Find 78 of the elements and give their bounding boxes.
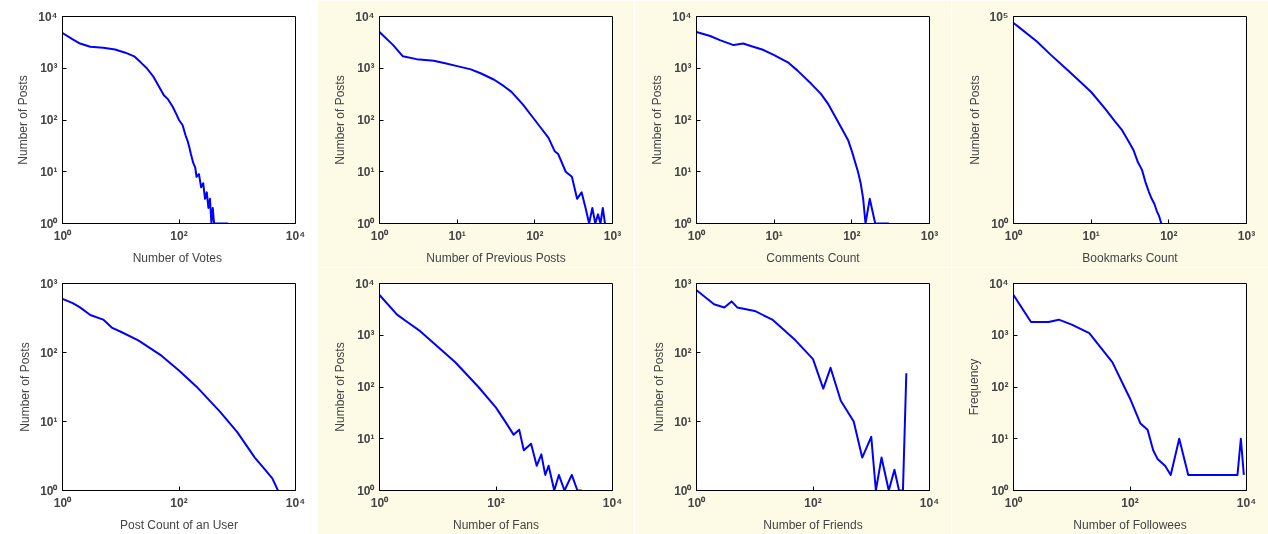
y-tick-label: 10⁴ (355, 276, 375, 291)
y-tick-label: 10³ (674, 276, 692, 291)
x-tick-label: 10⁰ (370, 228, 390, 243)
y-tick-label: 10³ (357, 61, 375, 76)
y-tick-label: 10⁴ (672, 9, 692, 24)
y-axis-title: Number of Posts (650, 75, 665, 165)
y-tick-label: 10² (357, 380, 375, 394)
x-tick-label: 10⁰ (53, 228, 73, 243)
x-tick-label: 10³ (603, 228, 622, 243)
y-tick-label: 10¹ (674, 414, 692, 429)
y-tick-label: 10⁴ (989, 276, 1009, 291)
y-axis-title: Frequency (967, 358, 982, 416)
y-tick-label: 10³ (357, 328, 375, 343)
x-axis-title: Number of Followees (1073, 517, 1187, 532)
x-tick-label: 10⁴ (285, 495, 306, 510)
y-tick-label: 10² (991, 380, 1009, 394)
y-axis-title: Number of Posts (18, 342, 33, 432)
y-tick-label: 10⁰ (991, 483, 1010, 498)
y-tick-label: 10⁰ (674, 216, 693, 231)
x-tick-label: 10⁴ (919, 495, 940, 510)
y-tick-label: 10⁰ (40, 483, 59, 498)
y-tick-label: 10³ (40, 61, 58, 76)
x-axis-title: Bookmarks Count (1082, 250, 1179, 265)
y-tick-label: 10² (40, 113, 58, 127)
y-tick-label: 10³ (40, 276, 58, 291)
y-tick-label: 10⁰ (991, 216, 1010, 231)
x-tick-label: 10² (487, 495, 505, 510)
x-tick-label: 10² (170, 495, 188, 510)
x-tick-label: 10² (1160, 228, 1178, 243)
x-tick-label: 10⁰ (687, 495, 707, 510)
x-tick-label: 10¹ (765, 228, 783, 243)
y-tick-label: 10³ (991, 328, 1009, 343)
x-axis-title: Number of Fans (452, 517, 540, 532)
y-axis-title: Number of Posts (333, 342, 348, 432)
y-tick-label: 10¹ (357, 164, 375, 179)
y-tick-label: 10² (357, 113, 375, 127)
x-axis-title: Number of Votes (132, 250, 223, 265)
y-axis-title: Number of Posts (333, 75, 348, 165)
x-tick-label: 10² (843, 228, 861, 243)
x-tick-label: 10² (170, 228, 188, 243)
y-tick-label: 10² (674, 345, 692, 360)
y-tick-label: 10² (40, 345, 58, 360)
x-tick-label: 10⁰ (687, 228, 707, 243)
y-tick-label: 10⁴ (38, 9, 58, 24)
x-tick-label: 10⁴ (285, 228, 306, 243)
y-tick-label: 10³ (674, 61, 692, 76)
x-tick-label: 10⁰ (53, 495, 73, 510)
x-axis-title: Number of Previous Posts (426, 250, 566, 265)
x-axis-title: Post Count of an User (119, 517, 239, 532)
y-tick-label: 10⁰ (40, 216, 59, 231)
y-tick-label: 10⁵ (989, 9, 1009, 24)
x-tick-label: 10² (1121, 495, 1139, 510)
y-tick-label: 10¹ (357, 431, 375, 446)
x-tick-label: 10⁴ (602, 495, 623, 510)
y-tick-label: 10¹ (40, 414, 58, 429)
y-tick-label: 10⁰ (357, 216, 376, 231)
x-tick-label: 10² (526, 228, 544, 243)
y-tick-label: 10⁰ (357, 483, 376, 498)
x-tick-label: 10² (804, 495, 822, 510)
y-tick-label: 10¹ (40, 164, 58, 179)
x-tick-label: 10⁰ (1004, 228, 1024, 243)
y-tick-label: 10¹ (991, 431, 1009, 446)
x-tick-label: 10¹ (1082, 228, 1100, 243)
y-tick-label: 10⁰ (674, 483, 693, 498)
x-tick-label: 10³ (920, 228, 939, 243)
y-axis-title: Number of Posts (967, 75, 982, 165)
x-axis-title: Number of Friends (763, 517, 863, 532)
y-tick-label: 10² (674, 113, 692, 127)
y-axis-title: Number of Posts (16, 75, 31, 165)
x-tick-label: 10⁰ (370, 495, 390, 510)
y-tick-label: 10⁴ (355, 9, 375, 24)
x-tick-label: 10⁴ (1236, 495, 1257, 510)
y-tick-label: 10¹ (674, 164, 692, 179)
y-axis-title: Number of Posts (652, 342, 667, 432)
x-axis-title: Comments Count (766, 250, 861, 265)
x-tick-label: 10³ (1237, 228, 1256, 243)
x-tick-label: 10⁰ (1004, 495, 1024, 510)
x-tick-label: 10¹ (448, 228, 466, 243)
